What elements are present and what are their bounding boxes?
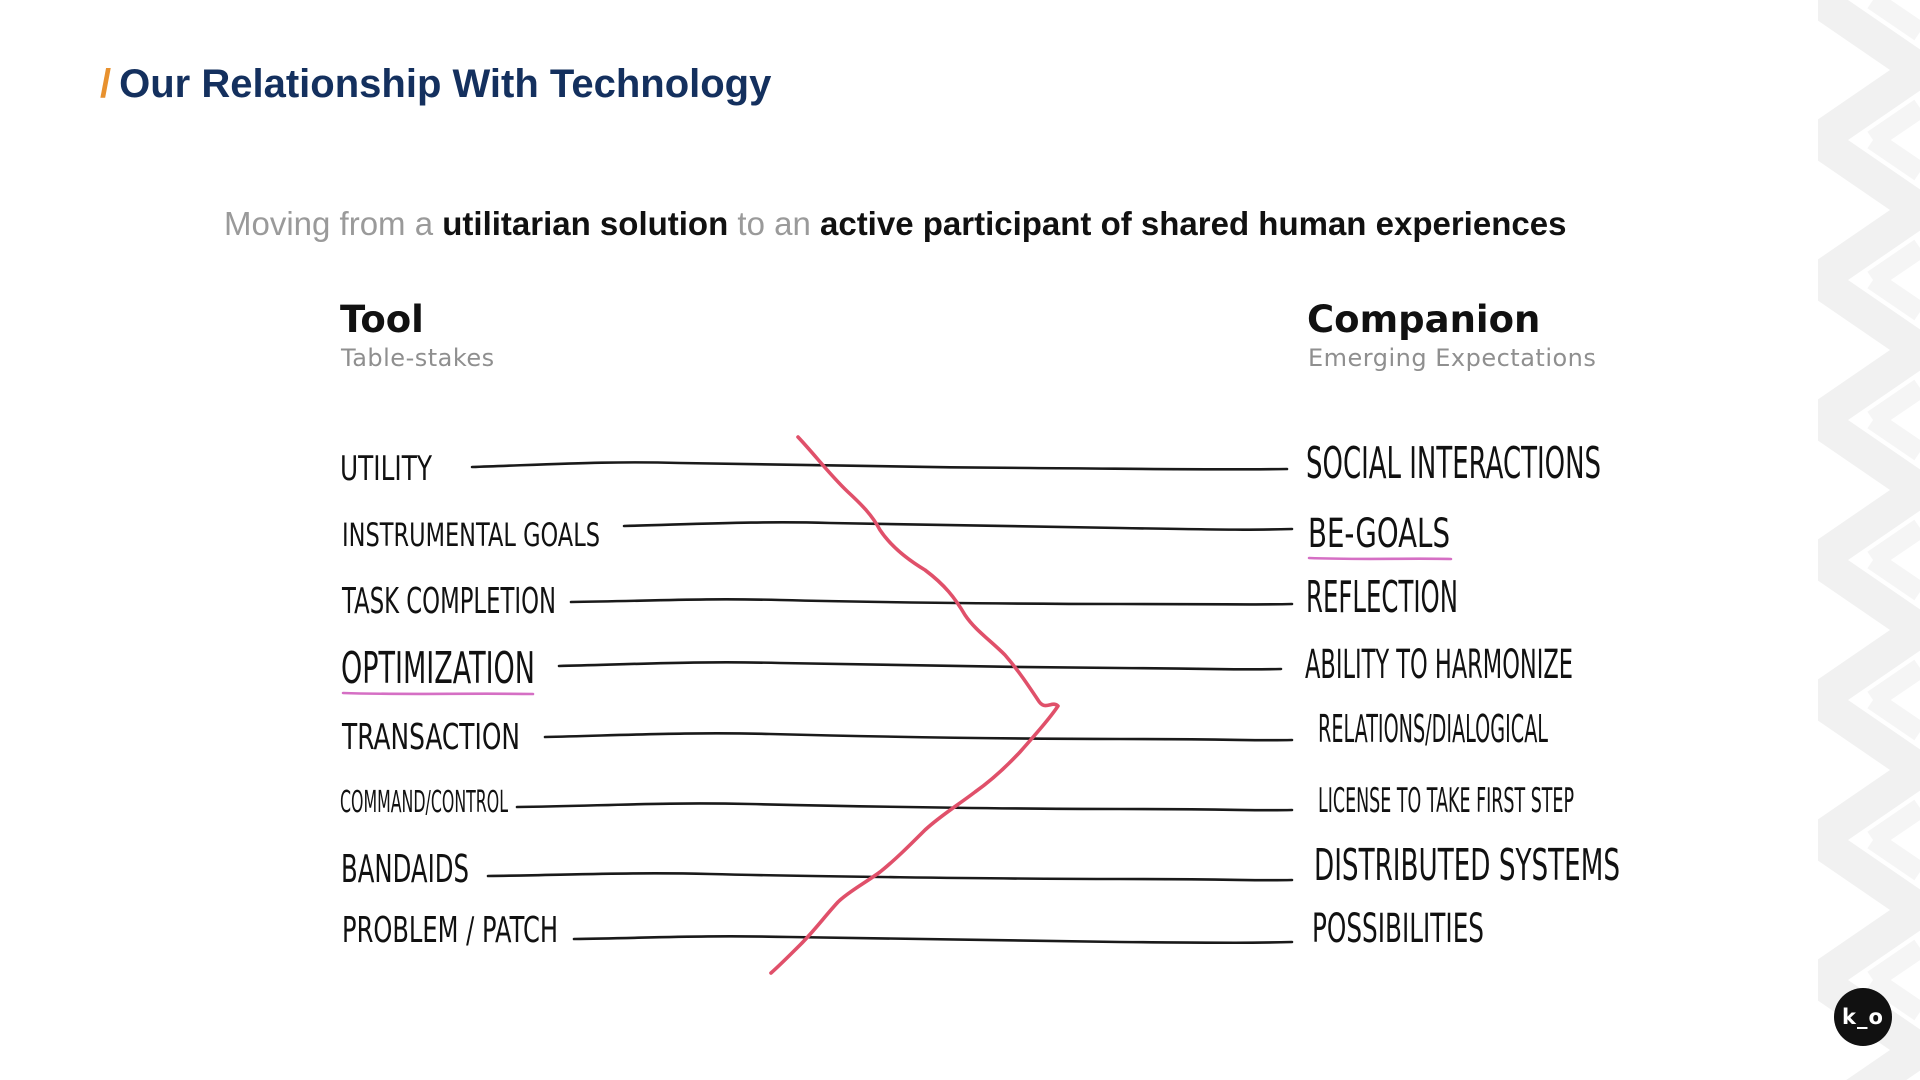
subtitle-part-4: active participant of shared human exper… — [819, 205, 1567, 242]
right-label-social-interactions: SOCIAL INTERACTIONS — [1306, 438, 1601, 489]
left-label-optimization: OPTIMIZATION — [341, 643, 535, 694]
right-label-relations-dialogical: RELATIONS/DIALOGICAL — [1318, 707, 1548, 751]
connector-line-3 — [569, 598, 1294, 606]
subtitle: Moving from a utilitarian solution to an… — [224, 205, 1566, 243]
underline-optimization — [341, 691, 535, 696]
connector-line-6 — [515, 802, 1294, 812]
tool-heading: Tool — [340, 298, 424, 341]
connector-line-2 — [622, 521, 1294, 531]
chevron-pattern — [1818, 0, 1920, 1080]
connector-lines — [470, 461, 1294, 945]
brand-logo: k_o — [1834, 988, 1892, 1046]
companion-heading: Companion — [1307, 298, 1541, 341]
left-label-utility: UTILITY — [340, 449, 432, 489]
left-label-task-completion: TASK COMPLETION — [341, 581, 556, 622]
tool-subheading: Table-stakes — [341, 344, 495, 372]
connector-line-4 — [557, 661, 1283, 671]
connector-line-5 — [543, 732, 1294, 742]
right-labels: SOCIAL INTERACTIONS BE-GOALS REFLECTION … — [1305, 438, 1620, 952]
subtitle-part-2: utilitarian solution — [442, 205, 729, 242]
right-label-license-first-step: LICENSE TO TAKE FIRST STEP — [1318, 781, 1574, 821]
right-label-possibilities: POSSIBILITIES — [1312, 906, 1484, 952]
connector-line-1 — [470, 461, 1289, 471]
left-labels: UTILITY INSTRUMENTAL GOALS TASK COMPLETI… — [340, 449, 600, 951]
connector-line-8 — [572, 935, 1294, 945]
left-label-command-control: COMMAND/CONTROL — [340, 785, 508, 820]
left-label-transaction: TRANSACTION — [341, 717, 520, 758]
right-label-reflection: REFLECTION — [1306, 572, 1458, 623]
title-slash: / — [100, 62, 112, 106]
left-label-problem-patch: PROBLEM / PATCH — [342, 910, 558, 951]
subtitle-part-3: to an — [728, 205, 820, 242]
right-label-distributed-systems: DISTRIBUTED SYSTEMS — [1314, 840, 1620, 891]
connector-line-7 — [486, 872, 1294, 882]
underline-be-goals — [1307, 556, 1453, 561]
right-label-be-goals: BE-GOALS — [1308, 511, 1450, 557]
slide-title: / Our Relationship With Technology — [100, 62, 771, 107]
spectrum-profile-line — [769, 435, 1060, 975]
left-label-bandaids: BANDAIDS — [341, 847, 469, 891]
left-label-instrumental-goals: INSTRUMENTAL GOALS — [342, 516, 600, 554]
right-label-ability-to-harmonize: ABILITY TO HARMONIZE — [1305, 642, 1573, 688]
companion-subheading: Emerging Expectations — [1308, 344, 1597, 372]
subtitle-part-1: Moving from a — [224, 205, 443, 242]
title-text: Our Relationship With Technology — [119, 62, 772, 106]
